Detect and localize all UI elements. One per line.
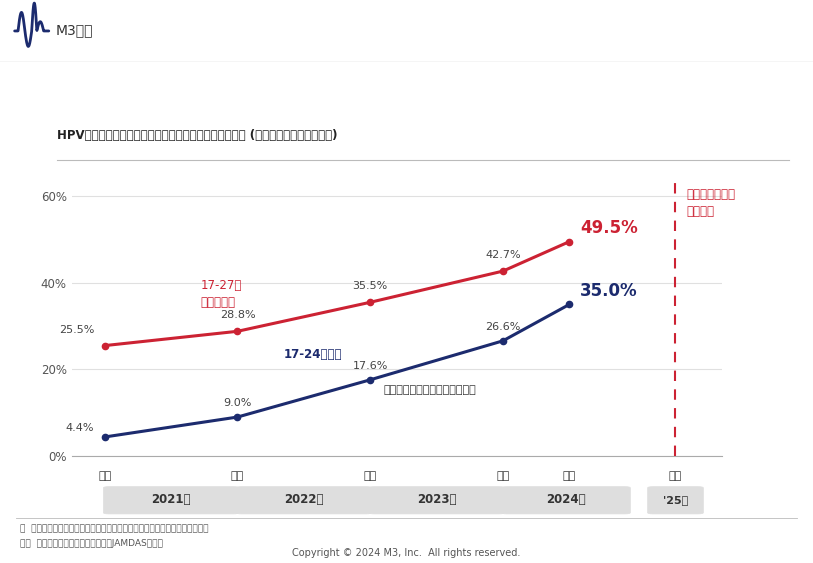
Text: ３月: ３月 — [669, 471, 682, 481]
Text: Copyright © 2024 M3, Inc.  All rights reserved.: Copyright © 2024 M3, Inc. All rights res… — [293, 548, 520, 558]
Text: ＊  累積接種率：該当年代における某種の初回接種者数を世代人口で割った値: ＊ 累積接種率：該当年代における某種の初回接種者数を世代人口で割った値 — [20, 525, 209, 534]
Text: ３月: ３月 — [98, 471, 111, 481]
Text: 35.0%: 35.0% — [580, 282, 637, 300]
FancyBboxPatch shape — [502, 486, 630, 514]
Text: 42.7%: 42.7% — [485, 251, 521, 260]
Text: ３月: ３月 — [231, 471, 244, 481]
Text: 17-27歳
全年齢平均: 17-27歳 全年齢平均 — [200, 279, 241, 309]
Text: 積極的勧奨が中止になった世代: 積極的勧奨が中止になった世代 — [384, 386, 476, 395]
Text: 2024年: 2024年 — [546, 493, 586, 506]
FancyBboxPatch shape — [103, 486, 239, 514]
Text: 17.6%: 17.6% — [353, 361, 388, 371]
FancyBboxPatch shape — [236, 486, 372, 514]
Text: 35.5%: 35.5% — [353, 282, 388, 292]
Text: 17-24歳平均: 17-24歳平均 — [284, 348, 342, 361]
Text: 4.4%: 4.4% — [66, 423, 94, 432]
Text: M3総研: M3総研 — [55, 23, 93, 37]
Text: ＊＊  エムスリー社内のデータベースJAMDASによる: ＊＊ エムスリー社内のデータベースJAMDASによる — [20, 539, 163, 548]
Text: ３月: ３月 — [496, 471, 510, 481]
Text: ８月: ８月 — [563, 471, 576, 481]
Text: 28.8%: 28.8% — [220, 310, 255, 320]
Text: 2021年: 2021年 — [151, 493, 191, 506]
Text: HPVワクチンの8月末時点キャッチアップ接種率: HPVワクチンの8月末時点キャッチアップ接種率 — [18, 80, 319, 100]
Text: 2023年: 2023年 — [417, 493, 456, 506]
FancyBboxPatch shape — [369, 486, 504, 514]
Text: HPVワクチンのキャッチアップ対象世代の累積接種率＊ (エムスリー総研推計＊＊): HPVワクチンのキャッチアップ対象世代の累積接種率＊ (エムスリー総研推計＊＊) — [57, 129, 337, 142]
Text: 2022年: 2022年 — [284, 493, 324, 506]
Text: ３月: ３月 — [363, 471, 376, 481]
Text: 25.5%: 25.5% — [59, 325, 94, 335]
Text: 9.0%: 9.0% — [224, 399, 252, 408]
Text: '25年: '25年 — [663, 495, 688, 504]
Text: 26.6%: 26.6% — [485, 322, 520, 332]
FancyBboxPatch shape — [648, 486, 703, 514]
Text: キャッチアップ
制度終了: キャッチアップ 制度終了 — [686, 187, 735, 217]
Text: 49.5%: 49.5% — [580, 220, 637, 238]
